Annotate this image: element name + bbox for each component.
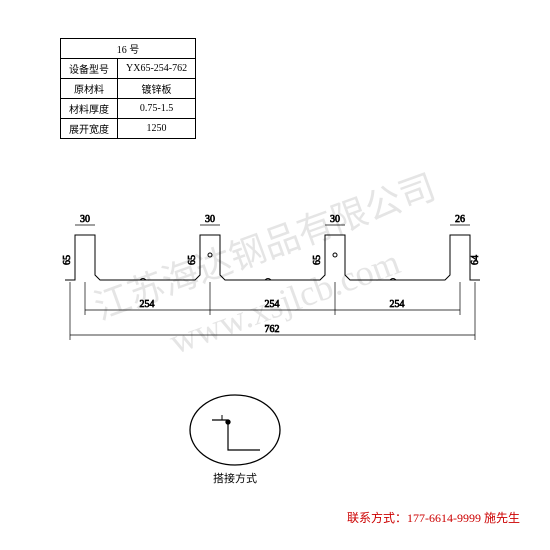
detail-caption: 搭接方式 [205,470,265,486]
profile-section [65,235,480,280]
dim-h-4: 64 [470,255,481,265]
contact-phone: 177-6614-9999 [407,511,481,525]
dim-top-4: 26 [455,214,465,225]
contact-label: 联系方式： [347,511,407,525]
dim-pitch-2: 254 [265,299,280,310]
overall-dim: 762 [70,282,475,340]
height-dims: 65 65 65 64 [62,255,481,265]
dim-h-3: 65 [312,255,323,265]
dim-h-2: 65 [187,255,198,265]
dim-overall: 762 [265,324,280,335]
dim-top-2: 30 [205,214,215,225]
dim-pitch-3: 254 [390,299,405,310]
dim-top-1: 30 [80,214,90,225]
pitch-dims: 254 254 254 [85,282,460,315]
dim-top-3: 30 [330,214,340,225]
contact-line: 联系方式：177-6614-9999 施先生 [347,509,520,526]
detail-view [190,395,280,465]
contact-name: 施先生 [484,511,520,525]
top-dims: 30 30 30 26 [75,214,470,225]
dim-pitch-1: 254 [140,299,155,310]
diagram-svg: 30 30 30 26 65 65 65 64 254 254 254 762 [0,0,550,550]
dim-h-1: 65 [62,255,73,265]
